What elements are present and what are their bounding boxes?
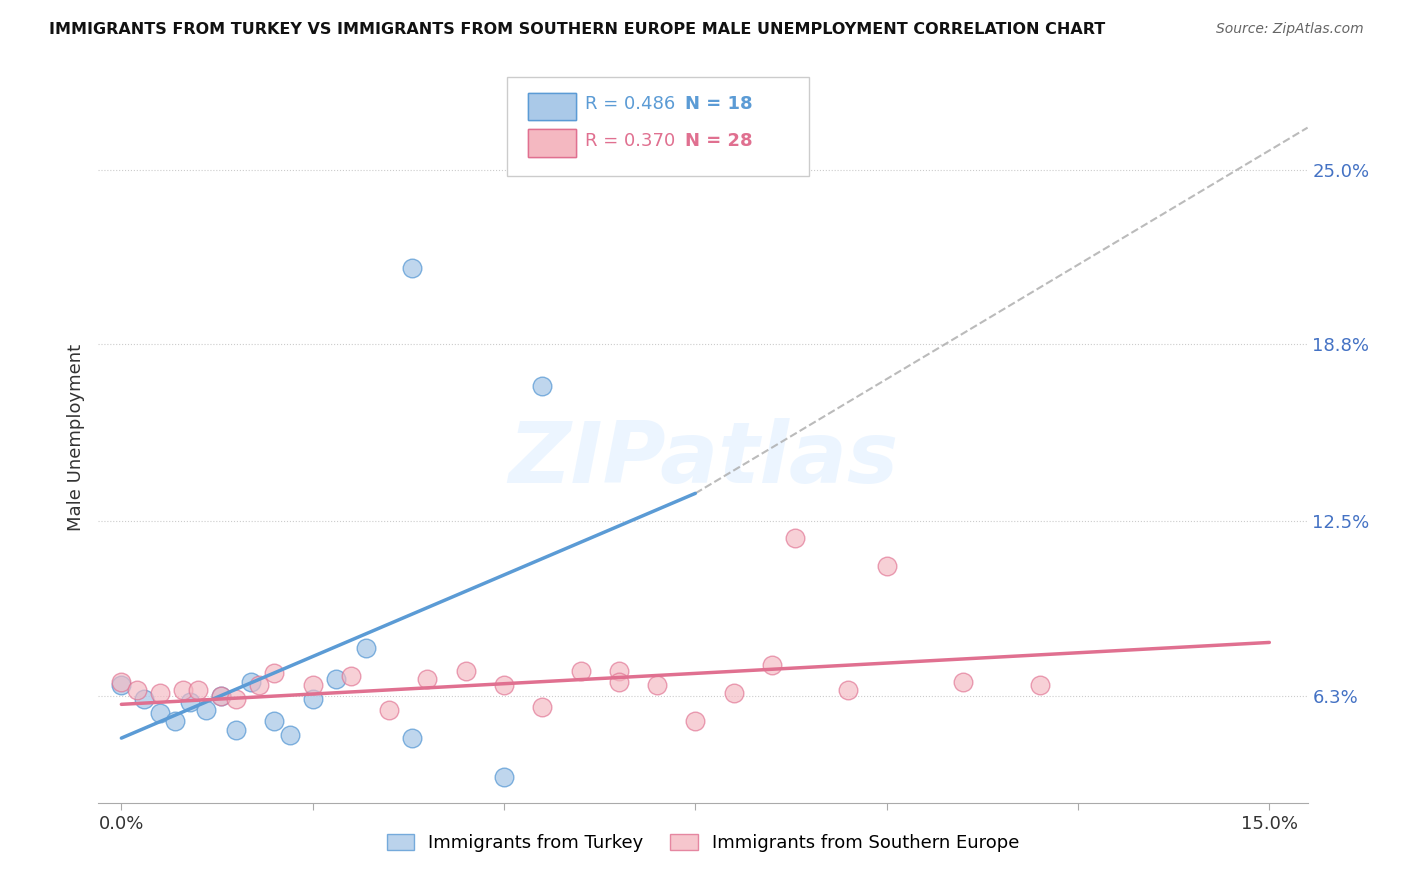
FancyBboxPatch shape (508, 78, 810, 176)
Point (149, 706, 172, 720)
FancyBboxPatch shape (527, 129, 576, 157)
Point (225, 691, 247, 706)
Point (110, 674, 132, 689)
Point (125, 683, 148, 698)
Point (225, 723, 247, 737)
Text: R = 0.370: R = 0.370 (585, 132, 675, 150)
Text: N = 18: N = 18 (685, 95, 752, 113)
Point (301, 691, 323, 706)
Point (149, 686, 172, 700)
Point (492, 678, 515, 692)
Point (607, 664, 630, 678)
Point (492, 771, 515, 785)
Text: R = 0.486: R = 0.486 (585, 95, 675, 113)
Point (685, 714, 707, 729)
Point (356, 641, 378, 656)
Point (263, 714, 285, 729)
Point (761, 657, 783, 672)
Point (569, 664, 592, 678)
Point (531, 700, 554, 714)
Y-axis label: Male Unemployment: Male Unemployment (66, 343, 84, 531)
Point (401, 261, 423, 276)
Point (179, 694, 201, 708)
Point (645, 678, 668, 692)
Point (607, 674, 630, 689)
Point (194, 703, 217, 717)
Point (876, 559, 898, 574)
Point (110, 678, 132, 692)
Point (416, 672, 439, 686)
Text: Source: ZipAtlas.com: Source: ZipAtlas.com (1216, 22, 1364, 37)
Point (378, 703, 401, 717)
Legend: Immigrants from Turkey, Immigrants from Southern Europe: Immigrants from Turkey, Immigrants from … (380, 827, 1026, 860)
Point (278, 728, 301, 742)
Point (134, 691, 156, 706)
FancyBboxPatch shape (527, 93, 576, 120)
Text: N = 28: N = 28 (685, 132, 752, 150)
Point (401, 731, 423, 745)
Text: IMMIGRANTS FROM TURKEY VS IMMIGRANTS FROM SOUTHERN EUROPE MALE UNEMPLOYMENT CORR: IMMIGRANTS FROM TURKEY VS IMMIGRANTS FRO… (49, 22, 1105, 37)
Point (723, 686, 745, 700)
Point (325, 672, 347, 686)
Point (163, 714, 186, 729)
Point (187, 683, 209, 698)
Point (340, 669, 363, 683)
Point (301, 678, 323, 692)
Text: ZIPatlas: ZIPatlas (508, 417, 898, 500)
Point (209, 689, 232, 703)
Point (209, 689, 232, 703)
Point (952, 674, 974, 689)
Point (247, 678, 270, 692)
Point (172, 683, 194, 698)
Point (531, 379, 554, 393)
Point (1028, 678, 1050, 692)
Point (837, 683, 859, 698)
Point (454, 664, 477, 678)
Point (263, 666, 285, 681)
Point (240, 674, 263, 689)
Point (783, 532, 806, 546)
